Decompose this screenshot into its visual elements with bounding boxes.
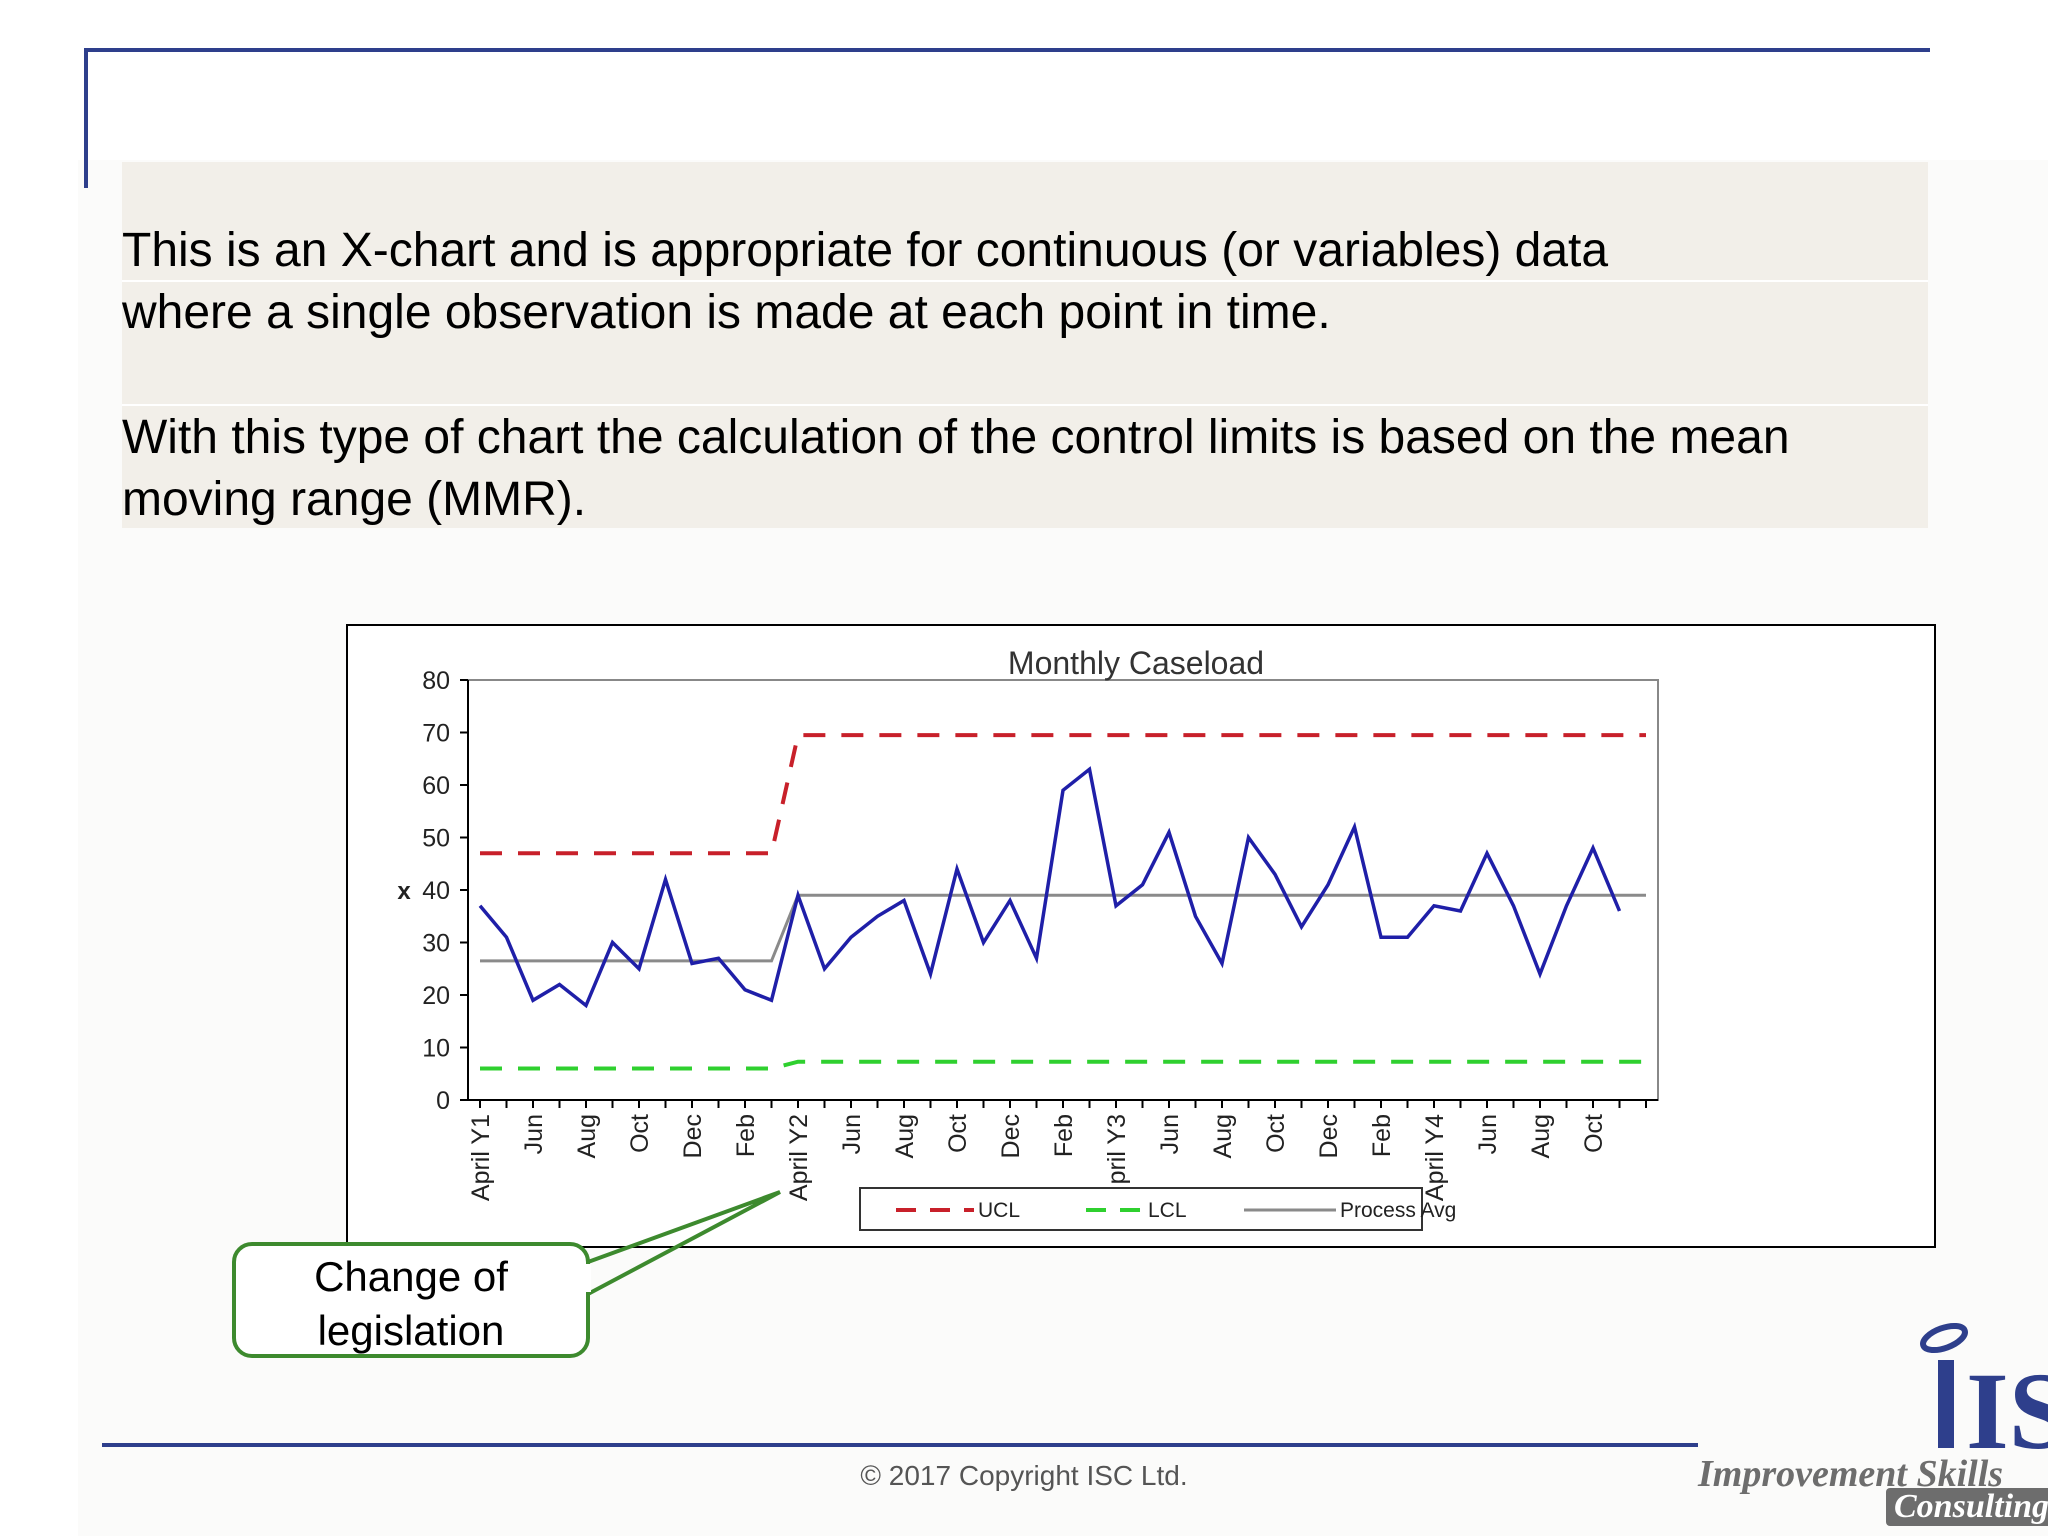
y-tick-label: 40 (422, 877, 450, 905)
x-tick-label: Dec (679, 1114, 707, 1158)
series-line-ucl (480, 733, 1646, 856)
x-tick-label: Oct (944, 1114, 972, 1153)
callout-line-1: Change of (314, 1253, 508, 1300)
footer-copyright: © 2017 Copyright ISC Ltd. (860, 1460, 1188, 1491)
line-separator (122, 404, 1928, 406)
x-tick-label: April Y1 (467, 1114, 495, 1201)
text-panel (122, 162, 1928, 528)
top-rule (84, 48, 1930, 52)
logo-swoosh-icon: IS (1920, 1322, 2048, 1458)
chart-frame (346, 624, 1936, 1248)
legend-label-ucl: UCL (978, 1199, 1020, 1222)
series-line-avg (480, 893, 1646, 963)
control-chart: 0 10 20 30 40 50 60 70 80 x April Y1 Jun Aug Oct Dec Fe… (397, 645, 1659, 1231)
legend-label-lcl: LCL (1148, 1199, 1187, 1222)
x-tick-label: Jun (1474, 1114, 1502, 1154)
x-tick-label: Aug (573, 1114, 601, 1158)
x-tick-label: Feb (1050, 1114, 1078, 1157)
y-tick-label: 10 (422, 1035, 450, 1063)
x-tick-label: Aug (1209, 1114, 1237, 1158)
x-tick-label: April Y4 (1421, 1114, 1449, 1201)
callout-label: Change of legislation (236, 1250, 586, 1358)
x-tick-label: Dec (997, 1114, 1025, 1158)
x-tick-label: Feb (732, 1114, 760, 1157)
paragraph-2-line-1: With this type of chart the calculation … (122, 411, 1790, 464)
x-tick-label: Jun (520, 1114, 548, 1154)
y-tick-label: 70 (422, 720, 450, 748)
chart-title: Monthly Caseload (1008, 645, 1264, 681)
x-tick-label: Jun (838, 1114, 866, 1154)
series-line-lcl (480, 1059, 1646, 1071)
y-tick-label: 60 (422, 772, 450, 800)
logo-text-line-2: Consulting (1886, 1488, 2048, 1526)
y-axis-label: x (397, 878, 411, 905)
callout-line-2: legislation (317, 1307, 505, 1354)
x-tick-label: Aug (891, 1114, 919, 1158)
x-tick-label: pril Y3 (1103, 1114, 1131, 1184)
x-tick-label: Feb (1368, 1114, 1396, 1157)
y-tick-label: 80 (422, 667, 450, 695)
paragraph-2-line-2: moving range (MMR). (122, 473, 587, 526)
left-rule (84, 48, 88, 188)
x-tick-label: Oct (626, 1114, 654, 1153)
paragraph-1-line-2: where a single observation is made at ea… (122, 286, 1331, 339)
logo-mark-text: IS (1966, 1350, 2048, 1458)
y-tick-label: 30 (422, 930, 450, 958)
x-tick-label: Aug (1527, 1114, 1555, 1158)
y-tick-label: 0 (436, 1087, 450, 1115)
x-tick-label: Oct (1262, 1114, 1290, 1153)
y-tick-label: 20 (422, 982, 450, 1010)
y-tick-label: 50 (422, 825, 450, 853)
legend-label-avg: Process Avg (1340, 1199, 1456, 1222)
x-tick-label: Dec (1315, 1114, 1343, 1158)
series-line-data (478, 766, 1622, 1009)
x-tick-label: Oct (1580, 1114, 1608, 1153)
x-tick-label: Jun (1156, 1114, 1184, 1154)
line-separator (122, 280, 1928, 282)
paragraph-1-line-1: This is an X-chart and is appropriate fo… (122, 224, 1609, 277)
bottom-rule (102, 1443, 1698, 1447)
x-tick-label: April Y2 (785, 1114, 813, 1201)
